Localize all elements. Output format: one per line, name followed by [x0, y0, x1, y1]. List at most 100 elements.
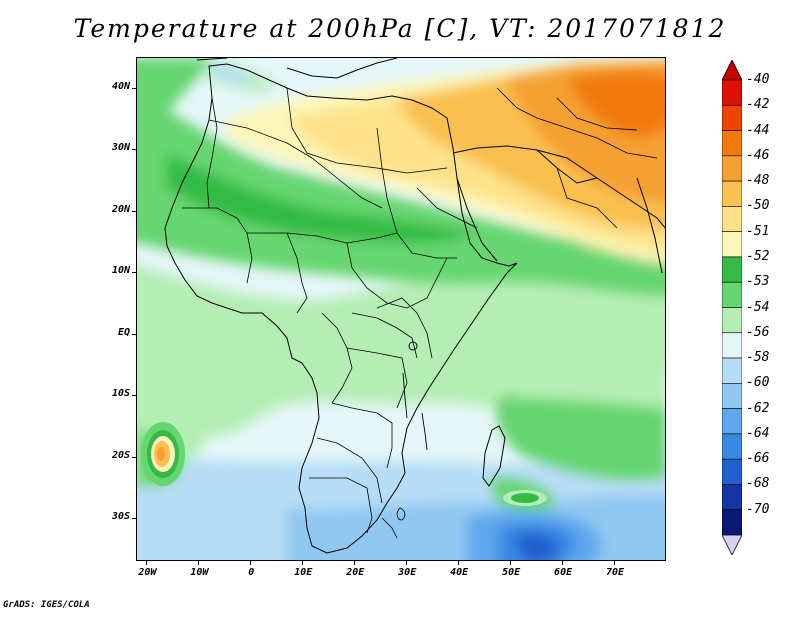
field-band-58-northwest: [212, 63, 252, 84]
madagascar-coastline: [482, 425, 506, 487]
lat-tick-label: EQ: [117, 326, 130, 338]
border-line: [381, 517, 398, 539]
lon-tick-mark: [146, 561, 148, 565]
lat-tick-mark: [132, 333, 136, 335]
colorbar-level-label: -50: [746, 198, 770, 214]
lon-tick-mark: [614, 561, 616, 565]
lat-tick-label: 20N: [111, 203, 130, 215]
lat-tick-label: 40N: [111, 80, 130, 92]
colorbar-swatch: [722, 458, 742, 485]
temperature-field: [137, 58, 665, 560]
border-line: [286, 87, 448, 174]
arabia-coastline: [452, 145, 665, 229]
border-line: [331, 402, 393, 469]
colorbar-swatch: [722, 130, 742, 157]
colorbar-level-label: -42: [746, 97, 770, 113]
colorbar-under-triangle: [722, 534, 742, 555]
colorbar-swatch: [722, 383, 742, 409]
lat-tick-mark: [132, 149, 136, 151]
colorbar-level-label: -56: [746, 324, 770, 340]
border-line: [346, 347, 408, 409]
lat-tick-mark: [132, 517, 136, 519]
lon-tick-label: 60E: [554, 567, 573, 578]
lat-tick-label: 10S: [111, 388, 130, 400]
colorbar-level-label: -44: [746, 122, 770, 138]
colorbar-level-label: -51: [746, 223, 770, 239]
lon-tick-mark: [250, 561, 252, 565]
colorbar-level-label: -46: [746, 147, 770, 163]
colorbar-level-label: -48: [746, 173, 770, 189]
colorbar-level-label: -52: [746, 248, 770, 264]
lat-tick-label: 30N: [111, 142, 130, 154]
lake-malawi: [421, 412, 428, 451]
lat-tick-mark: [132, 272, 136, 274]
colorbar-swatch: [722, 307, 742, 334]
colorbar-swatch: [722, 104, 742, 131]
border-line: [416, 187, 478, 229]
colorbar-swatch: [722, 332, 742, 359]
colorbar-level-label: -68: [746, 476, 770, 492]
lon-tick-label: 50E: [502, 567, 521, 578]
colorbar-level-label: -58: [746, 350, 770, 366]
colorbar-level-label: -54: [746, 299, 770, 315]
border-line: [247, 232, 398, 244]
grads-credit: GrADS: IGES/COLA: [3, 600, 90, 610]
field-band-66: [512, 532, 560, 560]
colorbar-swatch: [722, 231, 742, 258]
country-borders: [182, 87, 658, 539]
india-coastline: [636, 177, 663, 274]
map-panel: [136, 57, 666, 561]
lat-tick-label: 10N: [111, 265, 130, 277]
border-line: [208, 119, 383, 209]
colorbar-level-label: -66: [746, 451, 770, 467]
lat-tick-label: 20S: [111, 449, 130, 461]
lon-tick-label: 70E: [606, 567, 625, 578]
border-line: [182, 207, 253, 284]
border-line: [376, 297, 433, 359]
field-band-52-west: [137, 58, 217, 133]
border-line: [316, 437, 383, 504]
colorbar-swatch: [722, 357, 742, 384]
lake-victoria: [408, 341, 418, 351]
colorbar-over-triangle: [722, 60, 742, 81]
lon-tick-label: 20W: [138, 567, 157, 578]
border-line: [206, 97, 218, 209]
colorbar-level-label: -40: [746, 72, 770, 87]
border-line: [346, 242, 448, 309]
lon-tick-label: 10W: [190, 567, 209, 578]
border-line: [321, 312, 353, 404]
field-band-53-indian-ocean: [496, 392, 665, 482]
lon-tick-label: 10E: [294, 567, 313, 578]
border-line: [351, 312, 418, 359]
border-line: [496, 87, 658, 159]
lake-tanganyika: [402, 372, 408, 419]
colorbar-swatch: [722, 79, 742, 106]
lon-tick-label: 30E: [398, 567, 417, 578]
colorbar-level-label: -62: [746, 400, 770, 416]
red-sea-coastline: [456, 177, 498, 262]
colorbar-swatch: [722, 180, 742, 207]
field-band-58-west: [137, 493, 227, 560]
field-band-54-indian-ocean: [517, 361, 665, 408]
lon-tick-mark: [198, 561, 200, 565]
colorbar: [722, 60, 742, 555]
field-band-52: [167, 153, 477, 243]
map-title: Temperature at 200hPa [C], VT: 201707181…: [73, 14, 727, 43]
lon-tick-label: 20E: [346, 567, 365, 578]
lat-tick-mark: [132, 456, 136, 458]
lakes: [402, 341, 428, 451]
colorbar-swatch: [722, 281, 742, 308]
island-feature-52: [511, 493, 539, 503]
border-line: [309, 477, 373, 534]
lon-tick-label: 0: [248, 567, 255, 578]
colorbar-swatch: [722, 484, 742, 511]
lon-tick-mark: [406, 561, 408, 565]
lon-tick-mark: [562, 561, 564, 565]
colorbar-level-label: -53: [746, 274, 770, 290]
colorbar-swatch: [722, 509, 742, 536]
border-line: [396, 507, 406, 521]
persian-gulf-coastline: [536, 149, 598, 184]
field-band-53: [137, 95, 665, 297]
colorbar-swatch: [722, 206, 742, 232]
lon-tick-label: 40E: [450, 567, 469, 578]
